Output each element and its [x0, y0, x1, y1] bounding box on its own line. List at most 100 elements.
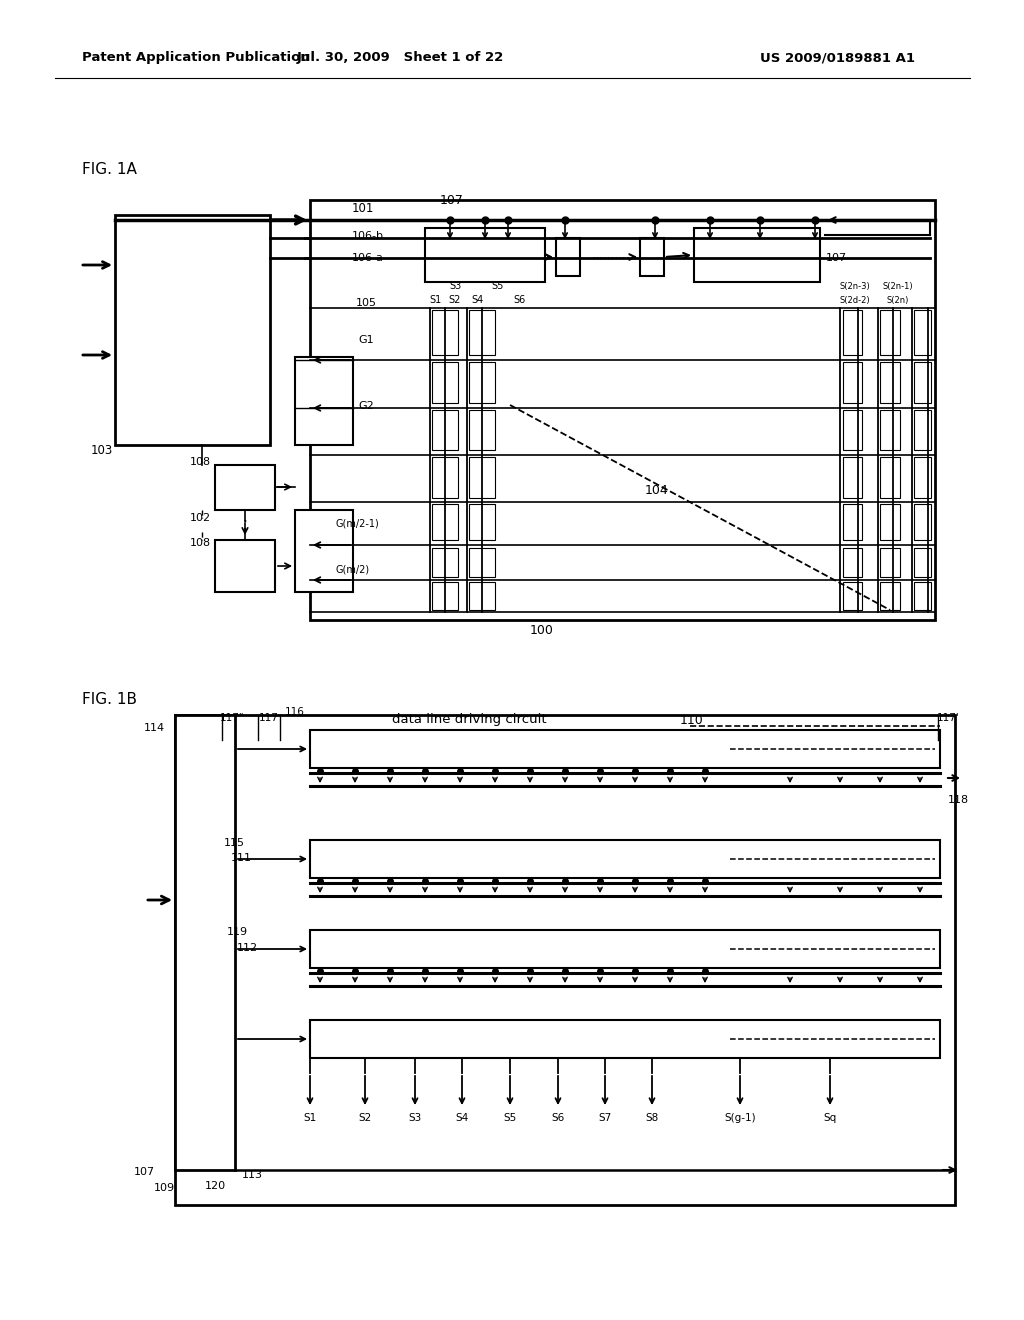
Text: 117: 117 — [259, 713, 279, 723]
Text: S(g-1): S(g-1) — [724, 1113, 756, 1123]
Text: S(2n-1): S(2n-1) — [883, 281, 913, 290]
Bar — [880, 362, 900, 403]
Bar — [556, 238, 580, 276]
Text: 108: 108 — [189, 539, 211, 548]
Text: ............: ............ — [730, 966, 773, 975]
Text: S8: S8 — [645, 1113, 658, 1123]
Bar — [432, 548, 458, 577]
Bar — [469, 582, 495, 610]
Text: 110: 110 — [680, 714, 703, 726]
Bar — [469, 362, 495, 403]
Text: S3: S3 — [450, 281, 462, 290]
Bar — [914, 504, 931, 540]
Text: US 2009/0189881 A1: US 2009/0189881 A1 — [760, 51, 915, 65]
Bar — [469, 457, 495, 498]
Bar — [843, 310, 862, 355]
Bar — [843, 582, 862, 610]
Bar — [175, 715, 234, 1170]
Text: 117": 117" — [220, 713, 245, 723]
Text: FIG. 1B: FIG. 1B — [82, 693, 137, 708]
Text: 113: 113 — [242, 1170, 263, 1180]
Text: 101: 101 — [352, 202, 375, 214]
Bar — [115, 215, 270, 445]
Text: 118: 118 — [948, 795, 969, 805]
Bar — [880, 582, 900, 610]
Bar — [432, 457, 458, 498]
Bar — [295, 510, 353, 591]
Bar — [310, 201, 935, 620]
Bar — [880, 504, 900, 540]
Bar — [310, 931, 940, 968]
Bar — [469, 310, 495, 355]
Text: S(2n-3): S(2n-3) — [840, 281, 870, 290]
Bar — [432, 504, 458, 540]
Text: S1: S1 — [429, 294, 441, 305]
Text: data line driving circuit: data line driving circuit — [392, 714, 547, 726]
Bar — [914, 548, 931, 577]
Text: Jul. 30, 2009   Sheet 1 of 22: Jul. 30, 2009 Sheet 1 of 22 — [296, 51, 504, 65]
Bar — [432, 411, 458, 450]
Text: S2: S2 — [449, 294, 461, 305]
Text: 112: 112 — [237, 942, 258, 953]
Bar — [914, 457, 931, 498]
Bar — [425, 228, 545, 282]
Bar — [694, 228, 820, 282]
Text: G2: G2 — [358, 401, 374, 411]
Bar — [215, 540, 275, 591]
Text: S4: S4 — [456, 1113, 469, 1123]
Text: S5: S5 — [492, 281, 504, 290]
Bar — [914, 582, 931, 610]
Text: 107: 107 — [134, 1167, 155, 1177]
Text: G(m/2-1): G(m/2-1) — [335, 517, 379, 528]
Text: 111: 111 — [231, 853, 252, 863]
Text: 106-b: 106-b — [352, 231, 384, 242]
Text: FIG. 1A: FIG. 1A — [82, 162, 137, 177]
Bar — [432, 310, 458, 355]
Bar — [880, 310, 900, 355]
Text: 107: 107 — [826, 253, 847, 263]
Text: ............: ............ — [730, 766, 773, 776]
Bar — [469, 504, 495, 540]
Text: S(2d-2): S(2d-2) — [840, 296, 870, 305]
Bar — [215, 465, 275, 510]
Bar — [640, 238, 664, 276]
Text: 114: 114 — [144, 723, 165, 733]
Text: 109: 109 — [154, 1183, 175, 1193]
Bar — [310, 1020, 940, 1059]
Bar — [914, 411, 931, 450]
Bar — [843, 457, 862, 498]
Bar — [843, 548, 862, 577]
Text: 120: 120 — [205, 1181, 226, 1191]
Text: Patent Application Publication: Patent Application Publication — [82, 51, 309, 65]
Text: 116: 116 — [285, 708, 305, 717]
Bar — [310, 840, 940, 878]
Text: 104: 104 — [645, 483, 669, 496]
Text: S1: S1 — [303, 1113, 316, 1123]
Bar — [432, 582, 458, 610]
Text: S(2n): S(2n) — [887, 296, 909, 305]
Text: 108: 108 — [189, 457, 211, 467]
Text: Sq: Sq — [823, 1113, 837, 1123]
Text: S7: S7 — [598, 1113, 611, 1123]
Text: S4: S4 — [471, 294, 483, 305]
Bar — [880, 548, 900, 577]
Bar — [914, 362, 931, 403]
Bar — [469, 411, 495, 450]
Text: 119: 119 — [227, 927, 248, 937]
Bar — [843, 362, 862, 403]
Text: G1: G1 — [358, 335, 374, 345]
Text: G(m/2): G(m/2) — [335, 565, 369, 576]
Bar — [880, 411, 900, 450]
Bar — [843, 504, 862, 540]
Bar — [432, 362, 458, 403]
Bar — [880, 457, 900, 498]
Text: S5: S5 — [504, 1113, 517, 1123]
Text: 105: 105 — [356, 298, 377, 308]
Text: 100: 100 — [530, 623, 554, 636]
Text: :: : — [242, 516, 248, 535]
Bar — [469, 548, 495, 577]
Bar — [843, 411, 862, 450]
Text: 103: 103 — [91, 444, 113, 457]
Text: 115: 115 — [224, 838, 245, 847]
Text: ...........: ........... — [593, 248, 634, 260]
